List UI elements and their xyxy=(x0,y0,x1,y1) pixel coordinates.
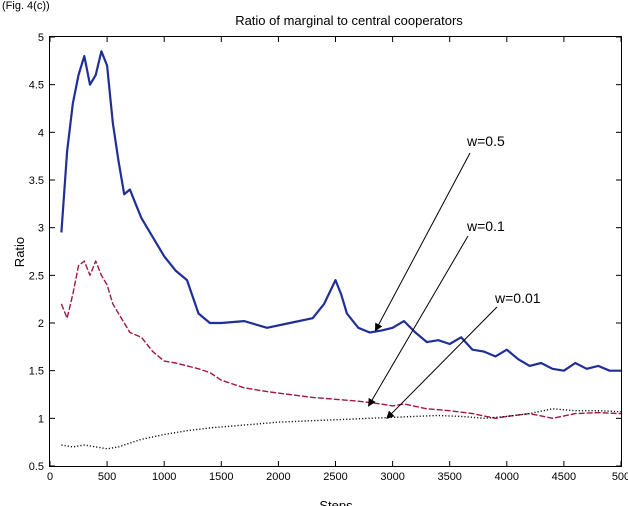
y-tick-label: 5 xyxy=(38,32,44,44)
x-tick-label: 2000 xyxy=(266,471,290,483)
annotation-label: w=0.5 xyxy=(466,133,505,149)
x-tick-label: 3000 xyxy=(380,471,404,483)
annotation-arrow xyxy=(386,306,498,420)
y-axis-label: Ratio xyxy=(12,237,27,267)
x-axis-label: Steps xyxy=(319,498,353,506)
series-line-1 xyxy=(60,50,621,372)
y-tick-label: 3 xyxy=(38,223,44,235)
x-tick-label: 1500 xyxy=(209,471,233,483)
x-tick-label: 2500 xyxy=(323,471,347,483)
y-tick-label: 1 xyxy=(38,413,44,425)
x-tick-label: 0 xyxy=(47,471,53,483)
y-tick-label: 4.5 xyxy=(29,80,44,92)
y-tick-label: 1.5 xyxy=(29,366,44,378)
page-fragment: (Fig. 4(c)) xyxy=(2,0,50,12)
x-tick-label: 500 xyxy=(612,471,628,483)
y-tick-label: 0.5 xyxy=(29,461,44,473)
annotation-label: w=0.1 xyxy=(466,218,505,234)
x-tick-label: 4000 xyxy=(495,471,519,483)
y-tick-label: 4 xyxy=(38,127,44,139)
annotation-layer: w=0.5 w=0.1 w=0.01 xyxy=(368,133,541,420)
y-tick-label: 2.5 xyxy=(29,270,44,282)
axis-ticks: 0 500 1000 1500 2000 2500 3000 3500 4000 4500 5000… xyxy=(29,32,628,483)
y-tick-label: 2 xyxy=(38,318,44,330)
annotation-label: w=0.01 xyxy=(494,290,541,306)
chart-title: Ratio of marginal to central cooperators xyxy=(235,13,463,28)
annotation-arrow xyxy=(368,235,469,407)
series-layer xyxy=(60,50,622,450)
series-line-2 xyxy=(60,260,622,419)
x-tick-label: 3500 xyxy=(437,471,461,483)
x-tick-label: 500 xyxy=(98,471,116,483)
x-tick-label: 1000 xyxy=(152,471,176,483)
annotation-arrow xyxy=(375,152,471,332)
y-tick-label: 3.5 xyxy=(29,175,44,187)
x-tick-label: 4500 xyxy=(552,471,576,483)
plot-frame xyxy=(49,36,622,467)
